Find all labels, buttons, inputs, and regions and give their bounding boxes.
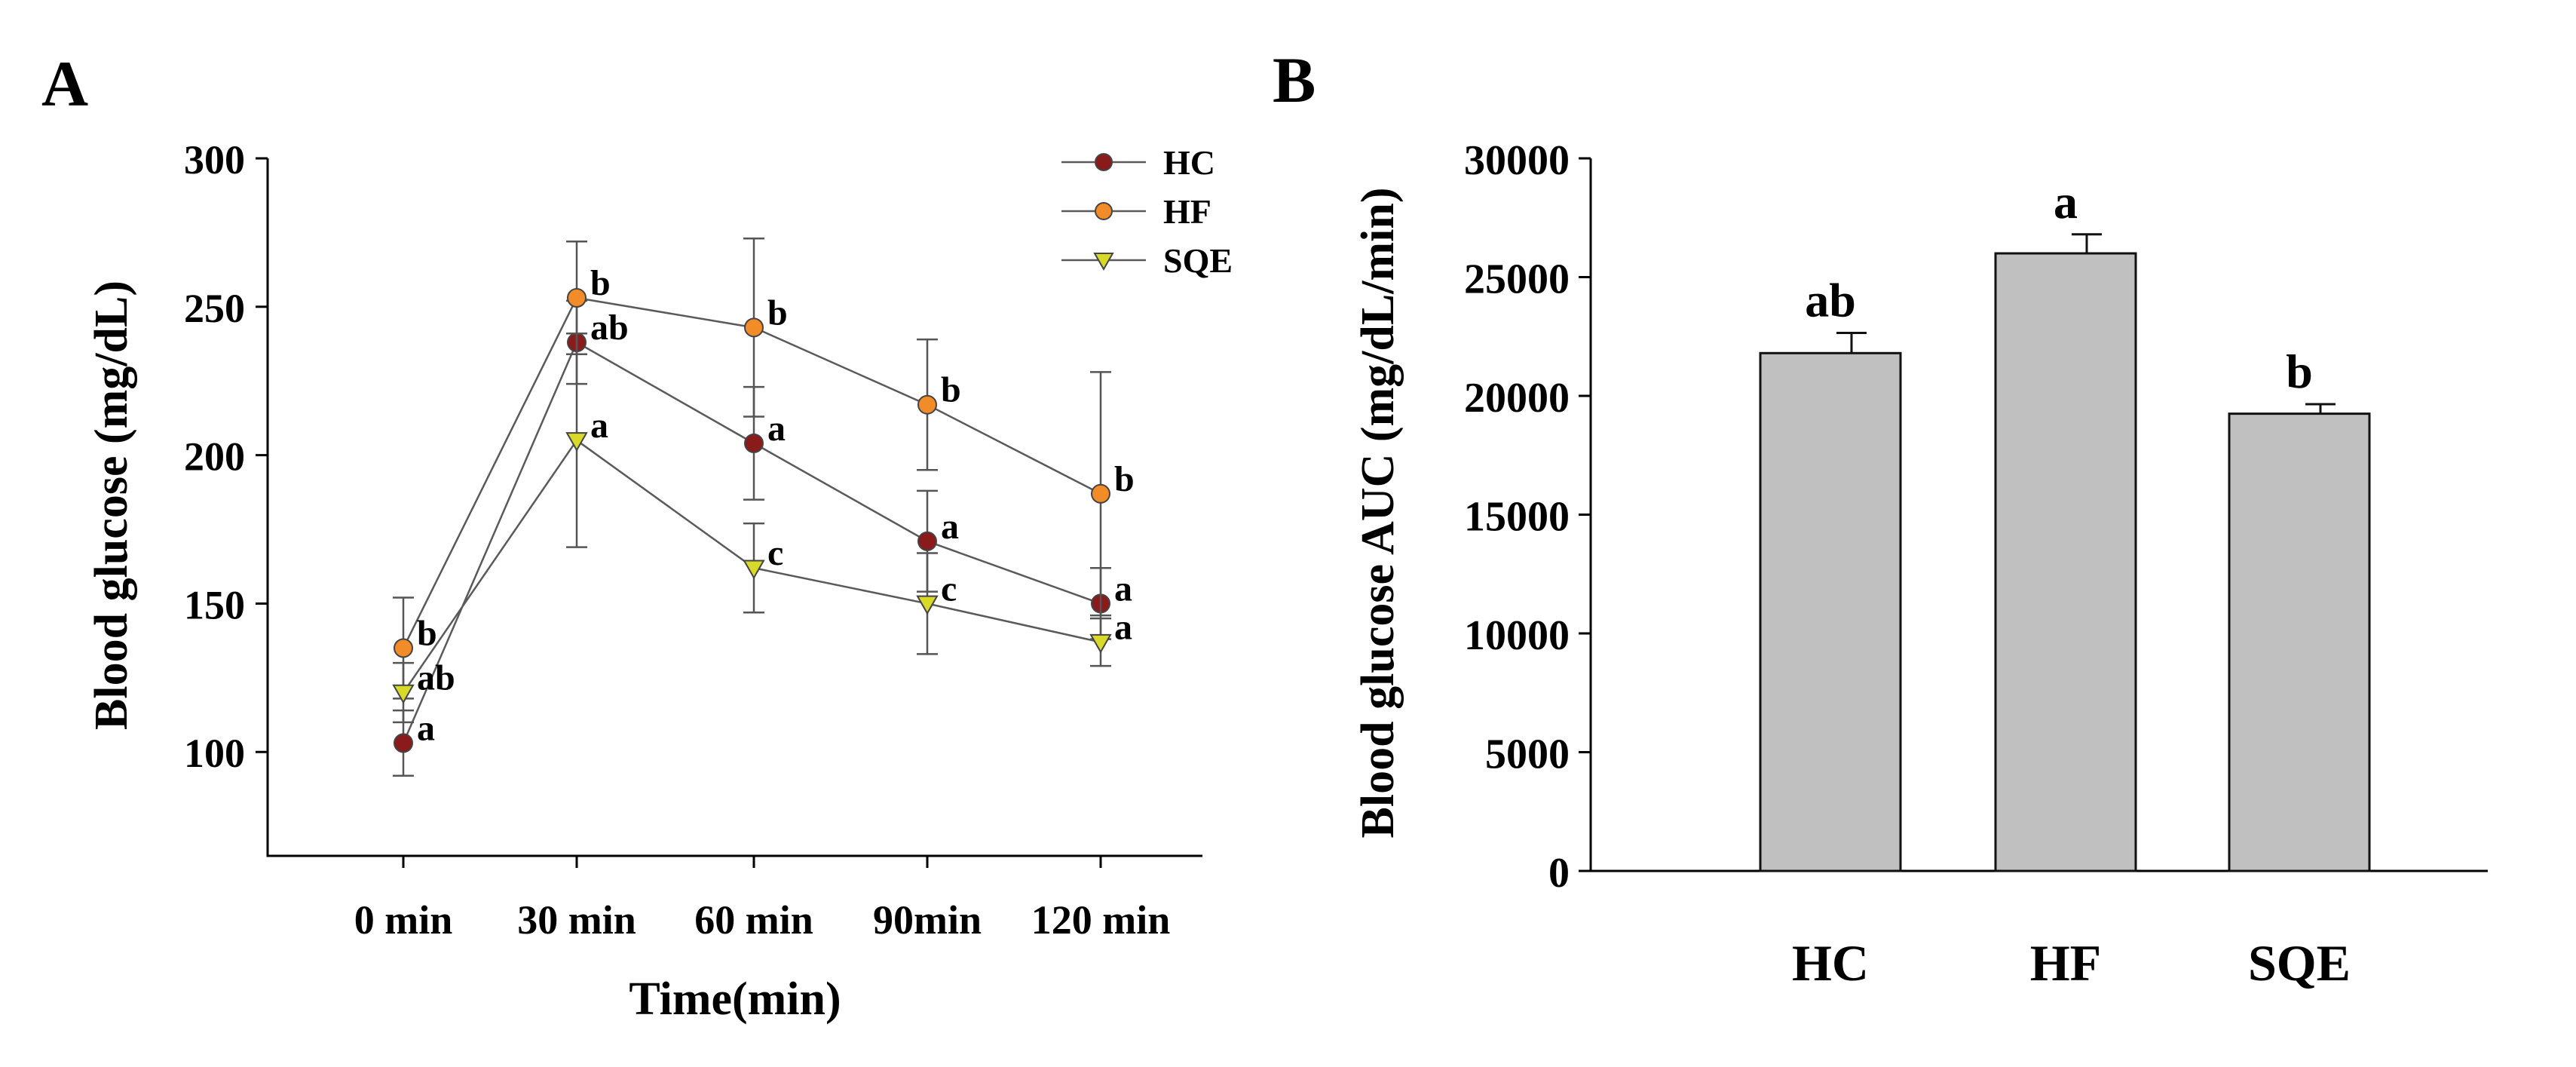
significance-label: b (2286, 345, 2313, 398)
legend-label: HF (1163, 192, 1211, 231)
y-tick-label: 25000 (1464, 256, 1570, 303)
y-tick-label: 30000 (1464, 137, 1570, 184)
data-point (744, 433, 764, 453)
legend-item-sqe: SQE (1061, 241, 1233, 280)
bar-hc (1759, 351, 1902, 872)
significance-label: c (767, 533, 783, 573)
data-point (744, 317, 764, 338)
y-tick-label: 250 (184, 286, 245, 331)
panel-b-y-ticks: 0 5000 10000 15000 20000 25000 30000 (1464, 137, 1591, 897)
data-point (917, 394, 937, 415)
significance-label: b (767, 293, 788, 333)
panel-a-x-ticks: 0 min 30 min 60 min 90min 120 min (354, 856, 1171, 943)
significance-label: a (1114, 569, 1132, 609)
panel-b-y-axis-label: Blood glucose AUC (mg/dL/min) (1352, 188, 1404, 839)
legend-item-hf: HF (1061, 192, 1211, 231)
series-hc-line (402, 341, 1101, 744)
significance-label: c (941, 569, 957, 609)
panel-a-x-axis-label: Time(min) (629, 973, 841, 1025)
y-tick-label: 5000 (1485, 731, 1570, 778)
significance-label: b (1114, 459, 1135, 499)
significance-label: ab (1805, 274, 1856, 327)
legend-label: SQE (1163, 241, 1233, 280)
significance-label: b (417, 613, 437, 653)
x-tick-label: HF (2030, 934, 2101, 992)
data-point (394, 733, 413, 753)
significance-label: a (2054, 175, 2078, 228)
y-tick-label: 10000 (1464, 612, 1570, 659)
legend-marker (1095, 153, 1113, 171)
data-point (916, 595, 939, 615)
panel-a-y-ticks: 100 150 200 250 300 (184, 137, 268, 776)
panel-a-axis-lines (266, 158, 1202, 857)
legend-marker (1095, 202, 1113, 220)
significance-label: a (1114, 608, 1132, 648)
bar-sqe (2228, 412, 2371, 872)
data-point (1091, 483, 1110, 504)
significance-label: a (417, 708, 435, 748)
panel-a-chart: 100 150 200 250 300 0 min 30 min 60 min 90min 12… (86, 137, 1233, 1025)
panel-a-axes (266, 158, 1202, 857)
series-hf: b b b b b (393, 238, 1135, 700)
significance-label: b (590, 263, 611, 303)
y-tick-label: 0 (1548, 850, 1570, 897)
panel-a-legend: HC HF SQE (1061, 143, 1233, 280)
panel-a-letter: A (41, 48, 88, 120)
panel-a-y-axis-label: Blood glucose (mg/dL) (86, 281, 137, 730)
legend-marker (1093, 253, 1114, 271)
data-point (743, 560, 765, 580)
y-tick-label: 100 (184, 731, 245, 776)
significance-label: ab (417, 658, 455, 698)
significance-label: a (767, 409, 786, 449)
x-tick-label: HC (1792, 934, 1869, 992)
series-hf-line (402, 296, 1101, 649)
data-point (392, 684, 415, 704)
y-tick-label: 15000 (1464, 494, 1570, 541)
y-tick-label: 200 (184, 434, 245, 480)
y-tick-label: 150 (184, 582, 245, 627)
x-tick-label: 120 min (1031, 897, 1171, 943)
significance-label: b (941, 370, 961, 410)
data-point (394, 638, 413, 658)
panel-b-letter: B (1273, 44, 1316, 116)
data-point (1089, 633, 1112, 654)
x-tick-label: 90min (873, 897, 982, 943)
panel-b-x-ticks: HC HF SQE (1792, 934, 2351, 992)
data-point (567, 288, 587, 308)
y-tick-label: 300 (184, 137, 245, 182)
significance-label: a (941, 507, 959, 547)
significance-label: a (590, 406, 608, 446)
legend-label: HC (1163, 143, 1215, 182)
x-tick-label: 60 min (694, 897, 813, 943)
data-point (917, 531, 937, 551)
bar-hf (1994, 252, 2137, 872)
y-tick-label: 20000 (1464, 375, 1570, 422)
legend-item-hc: HC (1061, 143, 1215, 182)
data-point (565, 432, 588, 452)
significance-label: ab (590, 308, 629, 348)
x-tick-label: 0 min (354, 897, 453, 943)
x-tick-label: SQE (2248, 934, 2351, 992)
x-tick-label: 30 min (517, 897, 636, 943)
